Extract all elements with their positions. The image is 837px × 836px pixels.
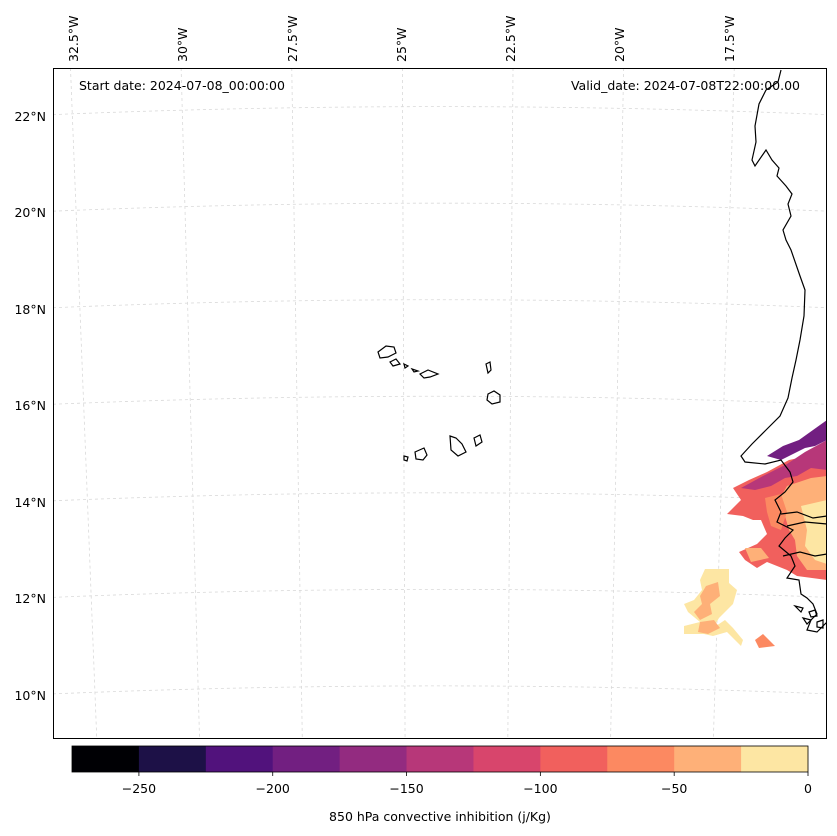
colorbar-segment-1 [138, 746, 207, 772]
colorbar-segment-3 [272, 746, 341, 772]
start-date-label: Start date: 2024-07-08_00:00:00 [79, 78, 285, 93]
lon-label-6: 17.5°W [721, 15, 737, 62]
lon-label-3: 25°W [393, 27, 409, 62]
island-sao-nicolau [410, 367, 440, 379]
gridline-lon-0 [70, 68, 98, 739]
coastline-mainland [740, 69, 827, 633]
gridline-lon-1 [180, 68, 200, 739]
gridline-lon-2 [291, 68, 303, 739]
gambia-border-south [786, 521, 827, 527]
colorbar-label: 850 hPa convective inhibition (j/Kg) [329, 809, 551, 824]
gridline-lat-0 [53, 106, 827, 116]
colorbar-segment-9 [674, 746, 742, 772]
colorbar-segment-5 [406, 746, 474, 772]
gridline-lat-6 [53, 685, 827, 695]
lat-label-5: 12°N [14, 591, 46, 607]
cin-patch-offshore-orange [694, 582, 720, 620]
bijagos-islands [793, 604, 824, 629]
island-santo-antao [377, 345, 397, 359]
gridline-lon-5 [610, 68, 625, 739]
lon-label-2: 27.5°W [284, 15, 300, 62]
cin-patch-south [755, 634, 775, 648]
gambia-border [780, 511, 827, 519]
map-area [53, 68, 827, 739]
colorbar-tick-label-3: −100 [523, 781, 558, 796]
island-santa-luzia [403, 362, 410, 369]
colorbar-tick-label-2: −150 [389, 781, 424, 796]
lat-label-4: 14°N [14, 494, 46, 510]
colorbar-tick-label-5: 0 [804, 781, 812, 796]
colorbar-tick-label-4: −50 [660, 781, 688, 796]
colorbar-segment-2 [205, 746, 274, 772]
colorbar-tick-label-1: −200 [255, 781, 290, 796]
senegal-south-border [782, 551, 827, 557]
island-fogo [414, 447, 428, 461]
island-boa-vista [486, 390, 501, 405]
island-santiago [449, 435, 467, 457]
gridline-lat-2 [53, 299, 827, 309]
lon-label-4: 22.5°W [503, 15, 519, 62]
coastlines [377, 69, 827, 633]
cin-region-salmon-strip [765, 494, 787, 530]
colorbar-segment-4 [339, 746, 408, 772]
valid-date-label: Valid_date: 2024-07-08T22:00:00.00 [570, 78, 800, 93]
cin-region-magenta [741, 440, 827, 490]
lat-label-0: 22°N [14, 108, 46, 124]
gridline-lat-1 [53, 202, 827, 212]
lat-label-2: 18°N [14, 301, 46, 317]
colorbar-segment-0 [72, 746, 140, 772]
gridline-lat-5 [53, 588, 827, 598]
island-sao-vicente [389, 358, 402, 367]
colorbar-outline [71, 745, 809, 773]
cin-patch-offshore-orange-2 [698, 620, 720, 634]
colorbar-segment-8 [607, 746, 675, 772]
lat-label-1: 20°N [14, 205, 46, 221]
lon-label-1: 30°W [175, 27, 191, 62]
island-brava [403, 455, 409, 462]
island-maio [473, 434, 483, 447]
colorbar-segment-10 [741, 746, 809, 772]
cin-region-small-coastal [745, 548, 769, 562]
lat-label-3: 16°N [14, 398, 46, 414]
gridline-lon-3 [401, 68, 406, 739]
colorbar-segment-7 [540, 746, 608, 772]
lon-label-5: 20°W [612, 27, 628, 62]
lat-label-6: 10°N [14, 687, 46, 703]
cin-patch-offshore-light [684, 569, 743, 646]
lon-label-0: 32.5°W [65, 15, 81, 62]
gridline-lon-4 [507, 68, 514, 739]
cin-region-purple [767, 420, 827, 460]
colorbar-segment-6 [473, 746, 541, 772]
island-sal [485, 361, 492, 375]
colorbar-tick-label-0: −250 [121, 781, 157, 796]
gridline-lat-3 [53, 395, 827, 405]
gridline-lat-4 [53, 492, 827, 502]
colorbar [71, 745, 809, 776]
